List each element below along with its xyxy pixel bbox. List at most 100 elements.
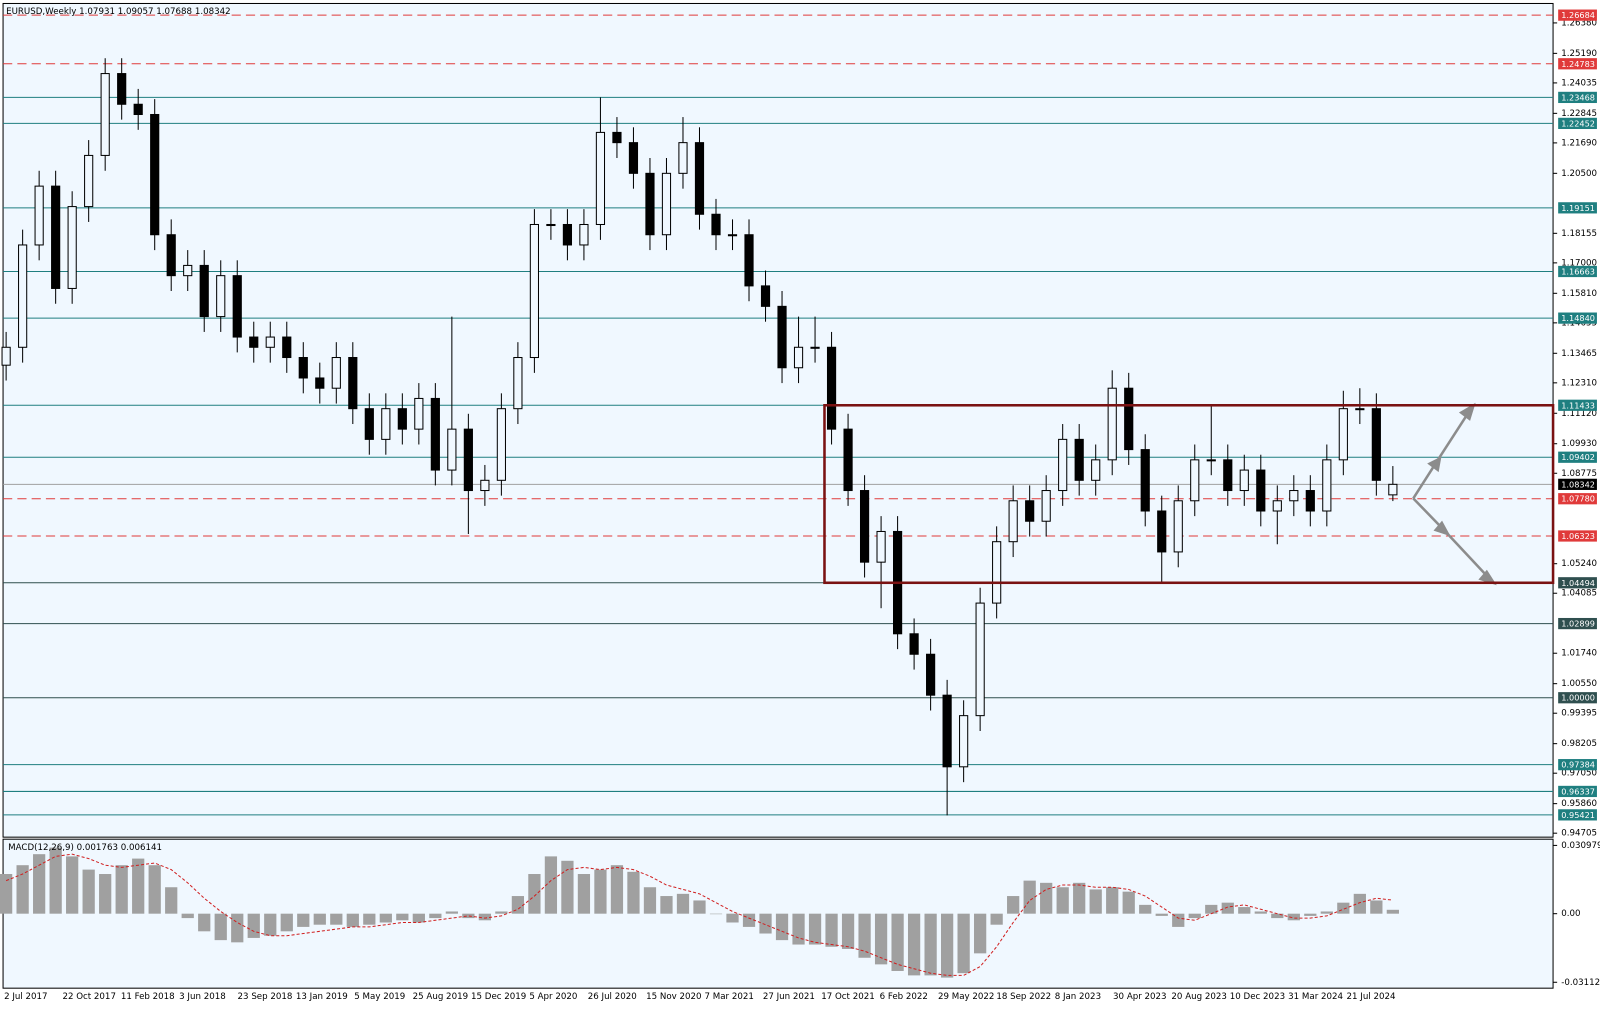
level-label: 1.16663 xyxy=(1561,266,1595,276)
candle-body xyxy=(1305,490,1315,512)
x-tick-label: 25 Aug 2019 xyxy=(413,992,468,1002)
candle-body xyxy=(1371,408,1381,481)
candle-body xyxy=(810,346,820,349)
x-tick-label: 29 May 2022 xyxy=(938,992,994,1002)
candle-body xyxy=(959,715,969,768)
y-tick-label: 1.15810 xyxy=(1561,289,1597,299)
macd-bar xyxy=(165,887,178,914)
candle-body xyxy=(397,408,407,430)
y-tick-label: 1.24035 xyxy=(1561,78,1597,88)
candle-body xyxy=(232,275,242,338)
level-tag xyxy=(1558,692,1597,704)
candle-body xyxy=(1157,510,1167,553)
macd-bar xyxy=(99,874,112,914)
macd-signal xyxy=(5,853,1393,976)
candle-body xyxy=(992,541,1002,604)
x-tick-label: 13 Jan 2019 xyxy=(296,992,348,1002)
macd-tick-label: 0.00 xyxy=(1561,909,1580,919)
level-label: 1.19151 xyxy=(1561,203,1595,213)
x-tick-label: 7 Mar 2021 xyxy=(704,992,753,1002)
candle-body xyxy=(1107,387,1117,461)
candle-body xyxy=(1355,408,1365,411)
candle-body xyxy=(1140,449,1150,512)
y-tick-label: 0.98205 xyxy=(1561,739,1597,749)
macd-bar xyxy=(808,913,822,945)
x-tick-label: 2 Jul 2017 xyxy=(4,992,47,1002)
candle-body xyxy=(1223,459,1233,492)
macd-bar xyxy=(1386,909,1399,914)
x-tick-label: 18 Sep 2022 xyxy=(996,992,1051,1002)
macd-bar xyxy=(1089,889,1102,914)
candle-body xyxy=(793,346,804,369)
macd-bar xyxy=(858,913,871,958)
level-tag xyxy=(1558,9,1597,21)
macd-bar xyxy=(429,913,442,919)
y-tick-label: 1.26380 xyxy=(1561,18,1597,28)
macd-title: MACD(12,26,9) 0.001763 0.006141 xyxy=(8,843,162,853)
macd-bar xyxy=(181,913,194,919)
macd-bar xyxy=(940,913,954,978)
y-tick-label: 1.04085 xyxy=(1561,589,1597,599)
candle-body xyxy=(546,223,556,227)
candle-body xyxy=(678,142,688,174)
macd-bar xyxy=(280,913,293,932)
candle-body xyxy=(513,357,523,410)
macd-bar xyxy=(198,913,211,932)
level-label: 1.06323 xyxy=(1561,531,1595,541)
macd-bar xyxy=(1320,911,1333,914)
candle-body xyxy=(133,103,143,116)
candle-body xyxy=(661,172,672,236)
macd-bar xyxy=(660,896,673,914)
macd-bar xyxy=(1023,880,1036,914)
macd-bar xyxy=(396,913,409,921)
arrow-head xyxy=(1458,402,1476,421)
macd-bar xyxy=(759,913,772,934)
candle-body xyxy=(529,223,539,359)
level-label: 1.02899 xyxy=(1561,619,1595,629)
macd-bar xyxy=(709,913,723,915)
candle-body xyxy=(414,397,424,430)
macd-bar xyxy=(66,856,79,914)
candle-body xyxy=(777,305,787,369)
y-tick-label: 1.08775 xyxy=(1561,469,1597,479)
macd-bar xyxy=(495,911,508,914)
candle-body xyxy=(249,336,259,348)
level-label: 1.22452 xyxy=(1561,118,1595,128)
macd-bar xyxy=(1106,887,1119,914)
candle-body xyxy=(843,428,853,492)
level-tag xyxy=(1558,312,1597,324)
macd-bar xyxy=(214,913,227,941)
macd-bar xyxy=(313,913,326,925)
candle-body xyxy=(711,213,721,236)
macd-bar xyxy=(16,865,29,914)
y-tick-label: 1.00550 xyxy=(1561,679,1597,689)
candle-body xyxy=(926,653,936,696)
candle-body xyxy=(298,357,308,379)
x-tick-label: 27 Jun 2021 xyxy=(763,992,815,1002)
macd-bar xyxy=(676,893,690,914)
candle-body xyxy=(117,73,127,105)
y-tick-label: 1.22845 xyxy=(1561,109,1597,119)
y-tick-label: 1.09930 xyxy=(1561,439,1597,449)
macd-bar xyxy=(0,874,13,914)
y-tick-label: 1.20500 xyxy=(1561,169,1597,179)
candle-body xyxy=(727,234,738,237)
x-tick-label: 31 Mar 2024 xyxy=(1288,992,1343,1002)
candle-body xyxy=(1074,438,1084,481)
candle-body xyxy=(430,397,440,471)
candle-body xyxy=(1124,387,1134,451)
level-label: 1.09402 xyxy=(1561,452,1595,462)
candle-body xyxy=(447,428,457,471)
macd-bar xyxy=(957,913,970,974)
x-tick-label: 26 Jul 2020 xyxy=(588,992,637,1002)
macd-bar xyxy=(1122,891,1135,914)
candle-body xyxy=(496,408,506,481)
macd-bar xyxy=(907,913,921,976)
macd-bar xyxy=(412,913,425,923)
y-tick-label: 0.94705 xyxy=(1561,829,1597,839)
x-tick-label: 23 Sep 2018 xyxy=(238,992,293,1002)
macd-bar xyxy=(363,913,376,925)
candle-body xyxy=(612,131,622,144)
y-tick-label: 1.13465 xyxy=(1561,349,1597,359)
macd-bar xyxy=(1007,896,1020,914)
